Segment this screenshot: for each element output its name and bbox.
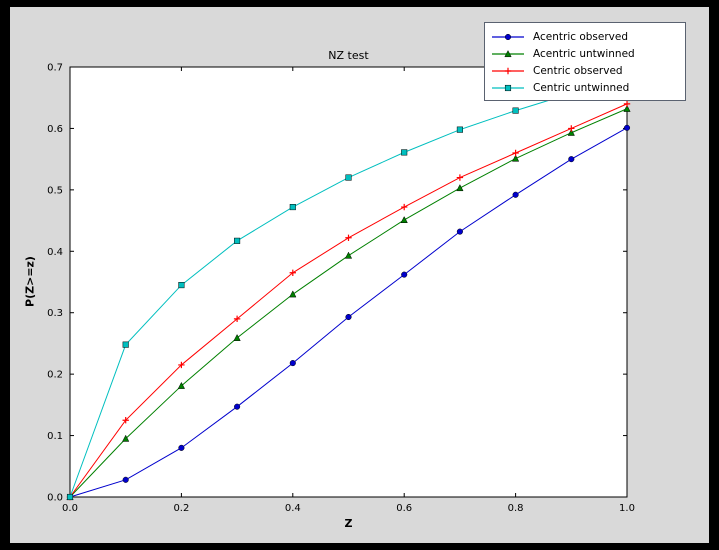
legend: Acentric observed Acentric untwinned Cen… xyxy=(484,22,686,101)
axis-ticks xyxy=(69,66,628,498)
y-axis-label: P(Z>=z) xyxy=(23,256,37,307)
legend-label: Acentric untwinned xyxy=(533,47,635,60)
y-tick-label: 0.1 xyxy=(47,431,63,442)
x-tick-label: 0.2 xyxy=(173,503,189,514)
series-centric-observed xyxy=(66,100,631,501)
tick-labels: 0.0 0.2 0.4 0.6 0.8 1.0 0.0 0.1 0.2 0.3 0.4 0.5 0.6 0… xyxy=(47,63,635,515)
legend-line-sample-centric-untwinned xyxy=(492,84,524,91)
plot-area xyxy=(69,66,628,498)
series-acentric-untwinned xyxy=(66,104,631,501)
x-axis-label: Z xyxy=(344,517,353,530)
legend-item-centric-untwinned: Centric untwinned xyxy=(491,79,679,96)
legend-item-acentric-untwinned: Acentric untwinned xyxy=(491,45,679,62)
y-tick-label: 0.5 xyxy=(47,185,63,196)
x-tick-label: 1.0 xyxy=(619,503,635,514)
y-tick-label: 0.6 xyxy=(47,124,63,135)
legend-line-sample-centric-observed xyxy=(492,67,524,74)
legend-label: Centric untwinned xyxy=(533,81,630,94)
legend-line-sample-acentric-observed xyxy=(492,33,524,40)
x-tick-label: 0.8 xyxy=(508,503,524,514)
legend-label: Centric observed xyxy=(533,64,623,77)
legend-line-sample-acentric-untwinned xyxy=(492,49,524,57)
series-acentric-observed xyxy=(66,124,631,501)
y-tick-label: 0.3 xyxy=(47,308,63,319)
chart-title: NZ test xyxy=(328,49,369,62)
legend-item-centric-observed: Centric observed xyxy=(491,62,679,79)
y-tick-label: 0.7 xyxy=(47,63,63,74)
y-tick-label: 0.4 xyxy=(47,247,63,258)
legend-item-acentric-observed: Acentric observed xyxy=(491,28,679,45)
x-tick-label: 0.4 xyxy=(285,503,301,514)
y-tick-label: 0.0 xyxy=(47,493,63,504)
x-tick-label: 0.0 xyxy=(62,503,78,514)
y-tick-label: 0.2 xyxy=(47,370,63,381)
x-tick-label: 0.6 xyxy=(396,503,412,514)
legend-label: Acentric observed xyxy=(533,30,629,43)
